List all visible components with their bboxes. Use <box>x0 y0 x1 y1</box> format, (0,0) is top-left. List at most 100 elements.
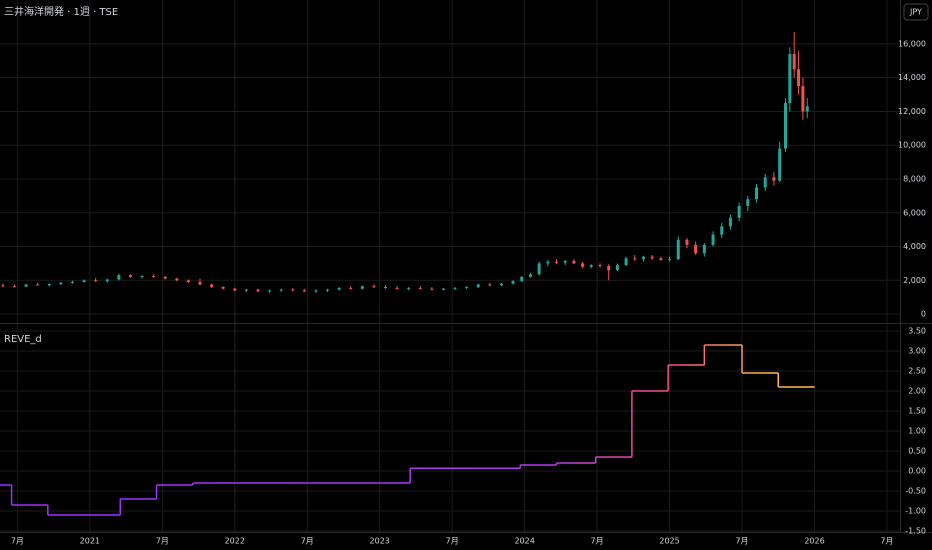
grid <box>0 0 900 532</box>
candle-body <box>140 276 144 278</box>
candle-body <box>302 290 306 292</box>
chart-title: 三井海洋開発 · 1週 · TSE <box>4 5 118 18</box>
y-tick-label: 0.00 <box>908 467 926 476</box>
candle-body <box>581 263 585 267</box>
candle-body <box>70 281 74 283</box>
candle-body <box>430 288 434 290</box>
candle-body <box>546 261 550 264</box>
y-tick-label: 3.00 <box>908 347 926 356</box>
x-tick-label: 7月 <box>591 537 604 546</box>
candle-body <box>607 265 611 271</box>
x-tick-label: 7月 <box>880 537 893 546</box>
x-tick-label: 2022 <box>225 537 245 546</box>
candle-body <box>784 102 788 149</box>
candle-body <box>728 217 732 227</box>
x-tick-label: 2023 <box>370 537 390 546</box>
y-tick-label: -1.00 <box>905 507 926 516</box>
candle-body <box>650 256 654 259</box>
candle-body <box>520 276 524 282</box>
y-tick-label: 4,000 <box>903 242 926 251</box>
y-tick-label: 10,000 <box>898 141 926 150</box>
candle-body <box>128 275 132 277</box>
candle-body <box>694 244 698 254</box>
x-tick-label: 7月 <box>301 537 314 546</box>
y-tick-label: 0.50 <box>908 447 926 456</box>
x-tick-label: 7月 <box>446 537 459 546</box>
candle-body <box>641 256 645 260</box>
candle-body <box>633 258 637 260</box>
candle-body <box>152 276 156 278</box>
x-tick-label: 2026 <box>804 537 824 546</box>
candle-body <box>772 177 776 181</box>
y-tick-label: 2,000 <box>903 276 926 285</box>
candle-body <box>163 276 167 279</box>
x-tick-label: 2025 <box>659 537 679 546</box>
candle-body <box>453 287 457 289</box>
y-tick-label: 3.50 <box>908 327 926 336</box>
candle-body <box>407 287 411 289</box>
indicator-title: REVE_d <box>4 334 42 345</box>
candle-body <box>268 290 272 292</box>
candle-body <box>12 286 16 288</box>
y-tick-label: 12,000 <box>898 107 926 116</box>
candle-body <box>360 286 364 289</box>
candle-body <box>291 289 295 291</box>
candle-body <box>720 226 724 235</box>
candle-body <box>233 288 237 291</box>
candle-body <box>221 287 225 289</box>
candle-body <box>1 285 5 287</box>
candle-body <box>499 283 503 286</box>
candle-body <box>511 281 515 284</box>
candle-body <box>555 261 559 263</box>
candle-body <box>36 284 40 286</box>
y-tick-label: 16,000 <box>898 39 926 48</box>
candle-body <box>737 205 741 218</box>
candle-body <box>711 234 715 245</box>
candle-body <box>746 199 750 206</box>
candle-body <box>624 258 628 266</box>
candle-body <box>337 287 341 290</box>
candle-body <box>792 54 796 70</box>
candle-body <box>256 289 260 292</box>
candle-body <box>175 278 179 281</box>
candle-body <box>105 279 109 282</box>
candle-body <box>441 288 445 290</box>
candle-body <box>801 86 805 112</box>
candle-body <box>488 284 492 286</box>
candle-body <box>589 265 593 267</box>
candle-body <box>186 280 190 282</box>
candle-body <box>528 274 532 277</box>
candle-body <box>537 263 541 275</box>
candle-body <box>47 284 51 286</box>
candle-body <box>615 265 619 271</box>
x-tick-label: 2024 <box>514 537 534 546</box>
candle-body <box>198 281 202 285</box>
currency: JPY <box>909 8 922 17</box>
x-tick-label: 7月 <box>11 537 24 546</box>
candle-body <box>805 106 809 112</box>
candle-body <box>418 287 422 289</box>
candle-body <box>676 239 680 260</box>
candle-body <box>24 284 28 287</box>
candle-body <box>702 244 706 254</box>
candle-body <box>395 287 399 289</box>
candle-body <box>94 280 98 282</box>
candle-body <box>384 287 388 289</box>
candle-body <box>659 258 663 261</box>
candle-body <box>598 265 602 267</box>
candle-body <box>244 289 248 291</box>
currency-box <box>903 3 929 21</box>
y-tick-label: 8,000 <box>903 174 926 183</box>
x-tick-label: 2021 <box>80 537 100 546</box>
candle-body <box>349 287 353 289</box>
candle-body <box>755 187 759 200</box>
candle-body <box>476 284 480 288</box>
y-tick-label: 6,000 <box>903 208 926 217</box>
candle-body <box>59 282 63 285</box>
candle-body <box>797 69 801 87</box>
candle-body <box>117 275 121 280</box>
y-tick-label: 1.50 <box>908 407 926 416</box>
candle-body <box>668 259 672 261</box>
candle-body <box>788 54 792 103</box>
